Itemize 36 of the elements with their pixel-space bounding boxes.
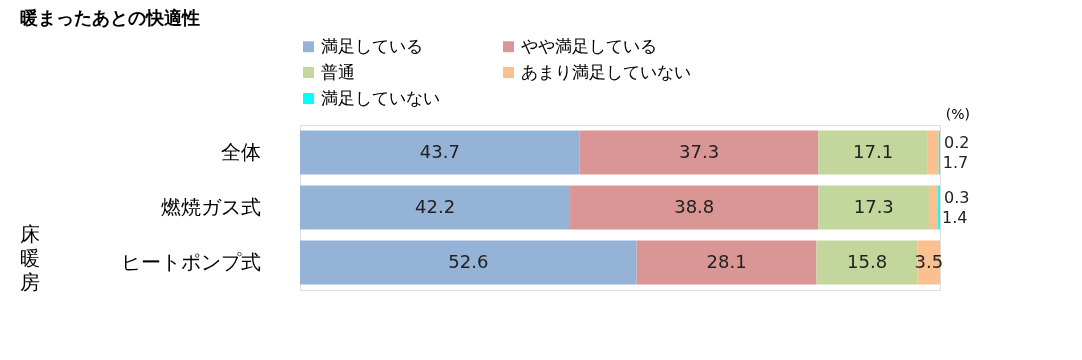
data-label: 1.7 (942, 152, 969, 172)
data-label: 52.6 (448, 250, 489, 272)
text: 床暖房 (20, 222, 40, 294)
bar (636, 240, 817, 285)
data-label: 28.1 (706, 250, 747, 272)
data-label: 43.7 (419, 140, 460, 162)
y-tick-label: 燃焼ガス式 (160, 194, 261, 219)
legend-label: やや満足している (521, 35, 657, 56)
data-label: 1.4 (942, 207, 968, 227)
data-label: 17.3 (853, 195, 894, 217)
data-label: 3.5 (914, 250, 944, 272)
data-label: 37.3 (679, 140, 720, 162)
bar (300, 185, 571, 230)
text: (%) (945, 106, 970, 122)
data-label: 15.8 (847, 250, 888, 272)
legend-label: あまり満足していない (521, 61, 691, 82)
bar (570, 185, 819, 230)
bar (579, 130, 819, 175)
bar (818, 130, 928, 175)
data-label: 17.1 (853, 140, 894, 162)
bar (929, 185, 939, 230)
bar (300, 240, 637, 285)
legend-label: 普通 (321, 61, 355, 82)
y-tick-label: 全体 (220, 139, 261, 164)
bar (816, 240, 918, 285)
bar (300, 130, 580, 175)
data-label: 38.8 (674, 195, 715, 217)
bar (818, 185, 930, 230)
data-label: 0.2 (944, 132, 970, 152)
legend-label: 満足していない (321, 87, 440, 108)
bar (927, 130, 939, 175)
text: 暖まったあとの快適性 (20, 7, 200, 28)
data-label: 42.2 (415, 195, 456, 217)
y-tick-label: ヒートポンプ式 (120, 249, 261, 274)
legend-label: 満足している (321, 35, 423, 56)
data-label: 0.3 (944, 187, 970, 207)
